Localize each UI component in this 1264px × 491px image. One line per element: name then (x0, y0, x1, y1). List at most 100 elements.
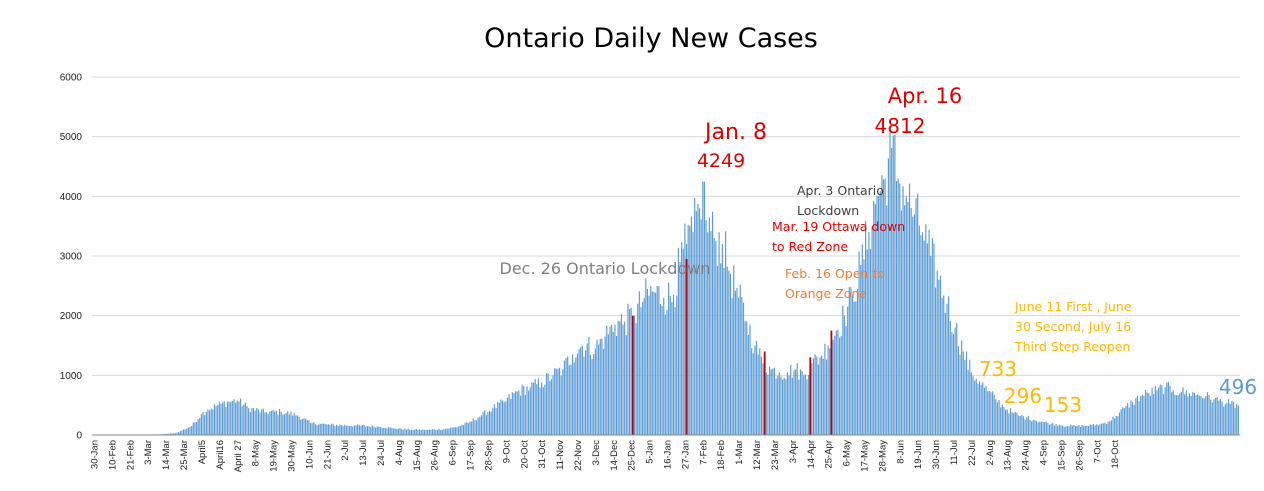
bar (401, 429, 403, 435)
bar (191, 426, 193, 435)
bar (246, 406, 248, 435)
bar (353, 425, 356, 435)
bar (969, 359, 971, 435)
bar (251, 407, 253, 435)
x-tick-label: 2-Aug (985, 440, 996, 465)
x-tick-label: 28-May (877, 440, 888, 472)
bar (1219, 399, 1222, 435)
bar (301, 419, 303, 435)
bar (394, 428, 396, 435)
bar (1042, 421, 1044, 435)
bar (166, 433, 168, 435)
bar (1232, 401, 1235, 435)
y-tick-label: 0 (76, 431, 82, 442)
bar (420, 430, 422, 435)
bar (635, 323, 637, 435)
bar (808, 374, 810, 435)
bar (679, 261, 681, 435)
bar (962, 351, 964, 435)
bar (907, 201, 909, 435)
bar (505, 401, 507, 435)
bar (322, 423, 325, 435)
bar (920, 234, 922, 435)
bar (544, 384, 546, 435)
bar (513, 393, 515, 435)
bar (485, 415, 487, 435)
bar (199, 418, 201, 435)
bar (357, 424, 359, 435)
bar (620, 313, 622, 435)
bar (389, 427, 391, 435)
bar (348, 426, 351, 435)
bar (1231, 400, 1233, 435)
bar (1005, 409, 1007, 435)
bar (362, 425, 364, 435)
bar (275, 410, 277, 435)
bar (733, 265, 735, 435)
bar (376, 426, 378, 435)
bar (410, 429, 413, 435)
annotation-line: 733 (979, 357, 1017, 381)
x-tick-label: 19-Jun (913, 440, 924, 469)
bar (672, 294, 675, 435)
x-tick-label: 20-Oct (519, 440, 530, 469)
bar (1120, 409, 1122, 435)
bar (697, 203, 699, 435)
bar (1218, 400, 1220, 435)
bar (428, 429, 430, 435)
bar (772, 368, 774, 435)
bar (334, 426, 336, 435)
bar (194, 422, 196, 435)
bar (1228, 399, 1230, 435)
y-axis-tick-labels: 0 1000 2000 3000 4000 5000 6000 (60, 73, 83, 442)
bar (1073, 425, 1075, 435)
bar (708, 217, 710, 435)
annotation: 4812 (875, 114, 926, 138)
bar (928, 229, 930, 435)
bar (511, 392, 513, 435)
bar (1057, 426, 1059, 435)
bar (456, 427, 458, 435)
bar (295, 415, 297, 435)
bar (1156, 390, 1158, 435)
bar (624, 321, 626, 435)
bar (471, 421, 473, 435)
x-tick-label: 22-Jul (967, 440, 978, 466)
y-tick-label: 4000 (60, 192, 83, 203)
bar (195, 422, 198, 435)
bar (895, 180, 898, 435)
bar (269, 411, 271, 435)
bar (358, 425, 360, 435)
gridlines (92, 76, 1240, 376)
bar (319, 423, 321, 435)
bar (1197, 394, 1199, 435)
x-tick-label: 8-Jun (895, 440, 906, 464)
bar (811, 363, 813, 435)
bar (715, 241, 717, 435)
y-tick-label: 6000 (60, 73, 83, 84)
bar (1050, 423, 1052, 435)
bar (952, 334, 955, 435)
bar (464, 422, 466, 435)
bar (1099, 424, 1101, 435)
bar (208, 410, 211, 435)
bar (370, 427, 372, 435)
bar (1075, 426, 1077, 435)
bar (1226, 403, 1228, 435)
bar (1084, 425, 1086, 435)
bar (1169, 385, 1171, 435)
bar (1068, 426, 1070, 435)
bar (414, 429, 416, 435)
bar (760, 356, 762, 435)
annotations: Jan. 8 4249 Apr. 16 4812 Dec. 26 Ontario Loc… (500, 84, 1258, 417)
bar (254, 410, 256, 435)
bar (1180, 392, 1182, 435)
bar (1175, 395, 1178, 435)
bar (339, 424, 341, 435)
bar (484, 410, 486, 435)
bar (430, 429, 432, 435)
bar (1061, 425, 1064, 435)
bar (256, 408, 258, 435)
annotation: Dec. 26 Ontario Lockdown (500, 259, 711, 278)
bar (347, 425, 349, 435)
